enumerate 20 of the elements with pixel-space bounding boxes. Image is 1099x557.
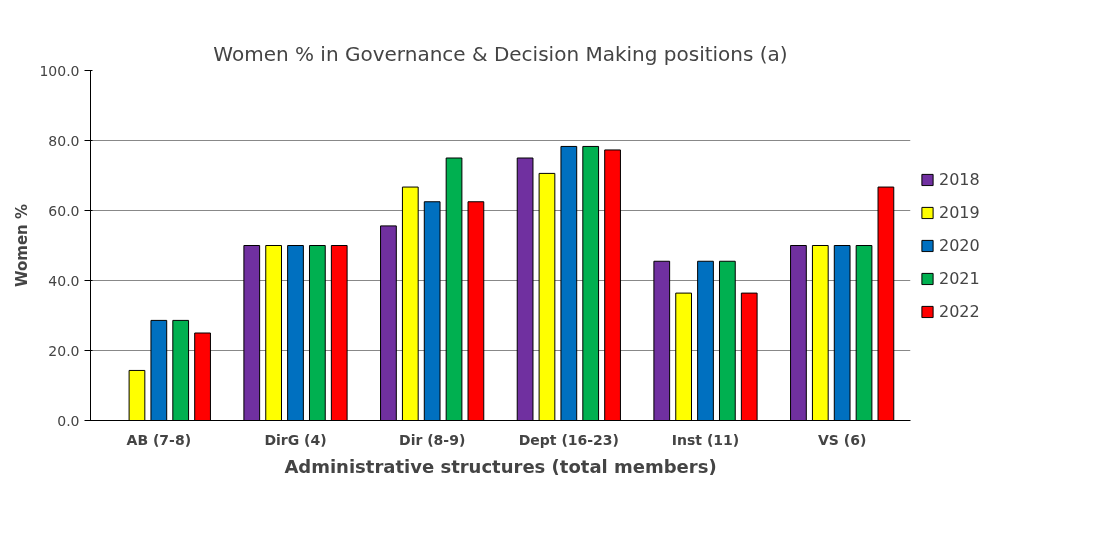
x-tick-label: DirG (4) (264, 431, 327, 448)
legend-label: 2020 (939, 235, 980, 255)
x-tick-label: VS (6) (818, 431, 867, 448)
legend-label: 2021 (939, 268, 980, 288)
y-tick-label: 100.0 (39, 62, 80, 79)
y-tick-label: 0.0 (57, 412, 80, 429)
y-tick-label: 20.0 (48, 342, 80, 359)
legend-label: 2022 (939, 301, 980, 321)
y-tick-label: 40.0 (48, 272, 80, 289)
y-axis-title: Women % (13, 203, 32, 288)
y-tick-label: 80.0 (48, 132, 80, 149)
x-tick-label: AB (7-8) (126, 431, 192, 448)
legend-label: 2019 (939, 202, 980, 222)
legend-label: 2018 (939, 169, 980, 189)
y-tick-label: 60.0 (48, 202, 80, 219)
x-tick-label: Dept (16-23) (518, 431, 619, 448)
x-tick-label: Dir (8-9) (399, 431, 466, 448)
x-tick-label: Inst (11) (671, 431, 740, 448)
x-axis-title: Administrative structures (total members) (284, 455, 717, 477)
chart-title: Women % in Governance & Decision Making positions (a) (213, 41, 788, 66)
